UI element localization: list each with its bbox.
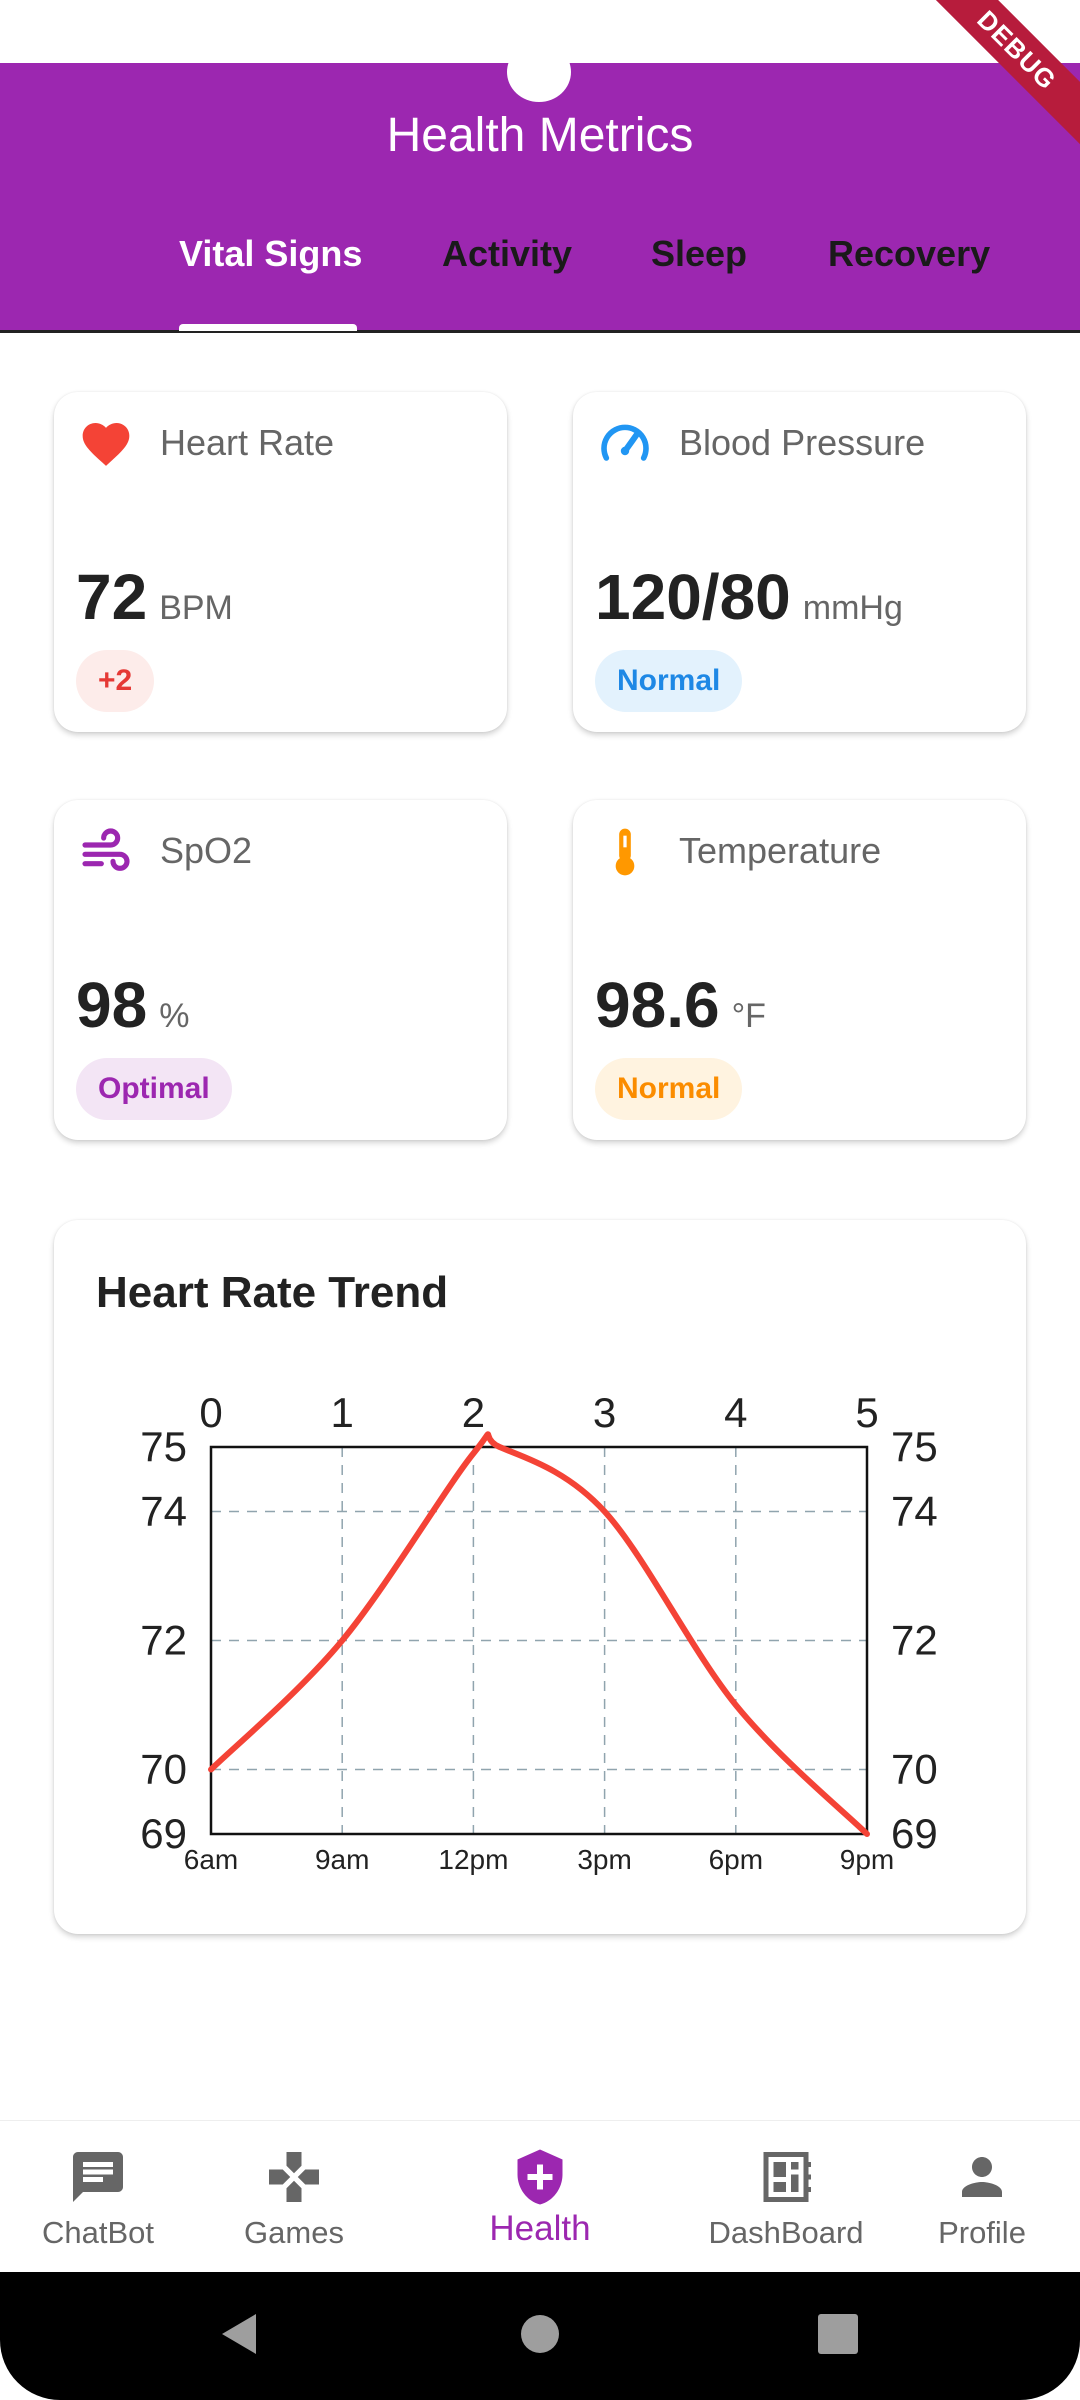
tab-recovery[interactable]: Recovery [828,233,991,274]
x-tick-label-top: 3 [593,1389,616,1436]
x-tick-label-top: 4 [724,1389,747,1436]
app-bar: Health Metrics Vital Signs Activity Slee… [0,63,1080,333]
gamepad-icon [269,2152,319,2202]
nav-label: DashBoard [708,2215,864,2250]
y-tick-label-right: 70 [891,1746,938,1793]
x-tick-label-bottom: 12pm [438,1844,508,1875]
nav-dashboard[interactable]: DashBoard [688,2121,884,2273]
y-tick-label-left: 69 [140,1810,187,1857]
tab-indicator [179,324,357,331]
speedometer-icon [601,424,649,461]
value-number: 120/80 [595,561,791,633]
tab-activity[interactable]: Activity [442,233,573,274]
x-tick-label-top: 2 [462,1389,485,1436]
y-tick-label-right: 72 [891,1617,938,1664]
x-tick-label-bottom: 9am [315,1844,369,1875]
status-badge: Normal [595,650,743,712]
y-tick-label-left: 75 [140,1423,187,1470]
nav-label: Health [489,2209,591,2248]
nav-profile[interactable]: Profile [884,2121,1080,2273]
x-tick-label-top: 1 [331,1389,354,1436]
nav-label: Games [244,2215,344,2250]
bottom-navigation: ChatBot Games Health DashBoard Profile [0,2120,1080,2273]
nav-label: ChatBot [41,2215,154,2250]
value-unit: mmHg [802,589,903,627]
value-number: 98.6 [595,969,720,1041]
chat-icon [73,2152,123,2202]
y-tick-label-right: 75 [891,1423,938,1470]
metric-value: 72 BPM [76,560,233,634]
blood-pressure-card[interactable]: Blood Pressure 120/80 mmHg Normal [573,392,1026,732]
y-tick-label-right: 74 [891,1488,938,1535]
status-badge: Optimal [76,1058,232,1120]
nav-chatbot[interactable]: ChatBot [0,2121,196,2273]
metric-value: 120/80 mmHg [595,560,903,634]
heart-rate-trend-card: Heart Rate Trend 0 1 2 3 4 5 6am 9am 12pm 3pm 6pm 9… [54,1220,1026,1934]
metric-value: 98% [76,968,189,1042]
y-tick-label-left: 70 [140,1746,187,1793]
metric-label: Heart Rate [160,422,335,463]
value-unit: % [159,997,190,1035]
thermometer-icon [615,828,635,876]
metric-label: Blood Pressure [679,422,926,463]
plot-border [209,1445,869,1836]
x-tick-label-bottom: 3pm [577,1844,631,1875]
status-badge: Normal [595,1058,743,1120]
temperature-card[interactable]: Temperature 98.6 °F Normal [573,800,1026,1140]
nav-health[interactable]: Health [392,2121,688,2273]
metric-value: 98.6 °F [595,968,766,1042]
chart-title: Heart Rate Trend [96,1268,449,1317]
value-number: 98 [76,969,148,1041]
tab-vital-signs[interactable]: Vital Signs [179,233,363,274]
metric-label: Temperature [679,830,882,871]
value-unit: °F [731,997,766,1035]
recents-icon[interactable] [818,2314,858,2354]
dashboard-icon [763,2152,811,2202]
health-shield-icon [517,2149,563,2205]
y-tick-label-left: 72 [140,1617,187,1664]
y-tick-label-left: 74 [140,1488,187,1535]
nav-label: Profile [938,2215,1026,2250]
heart-rate-line [208,1431,870,1837]
value-unit: BPM [159,589,233,627]
page-title: Health Metrics [386,109,694,162]
tab-bar: Vital Signs Activity Sleep Recovery [0,233,1080,333]
spo2-card[interactable]: SpO2 98% Optimal [54,800,507,1140]
back-icon[interactable] [218,2312,258,2356]
air-icon [82,828,130,871]
status-badge: +2 [76,650,155,712]
heart-icon [82,423,130,466]
heart-rate-card[interactable]: Heart Rate 72 BPM +2 [54,392,507,732]
y-tick-label-right: 69 [891,1810,938,1857]
camera-cutout [507,42,571,102]
nav-games[interactable]: Games [196,2121,392,2273]
x-tick-label-top: 0 [199,1389,222,1436]
tab-sleep[interactable]: Sleep [651,233,748,274]
x-tick-label-bottom: 6am [184,1844,238,1875]
metric-label: SpO2 [160,830,253,871]
value-number: 72 [76,561,148,633]
x-tick-label-bottom: 6pm [709,1844,763,1875]
system-navigation-bar [0,2272,1080,2400]
home-icon[interactable] [520,2314,560,2354]
x-tick-label-bottom: 9pm [840,1844,894,1875]
person-icon [962,2157,1002,2197]
x-tick-label-top: 5 [855,1389,878,1436]
